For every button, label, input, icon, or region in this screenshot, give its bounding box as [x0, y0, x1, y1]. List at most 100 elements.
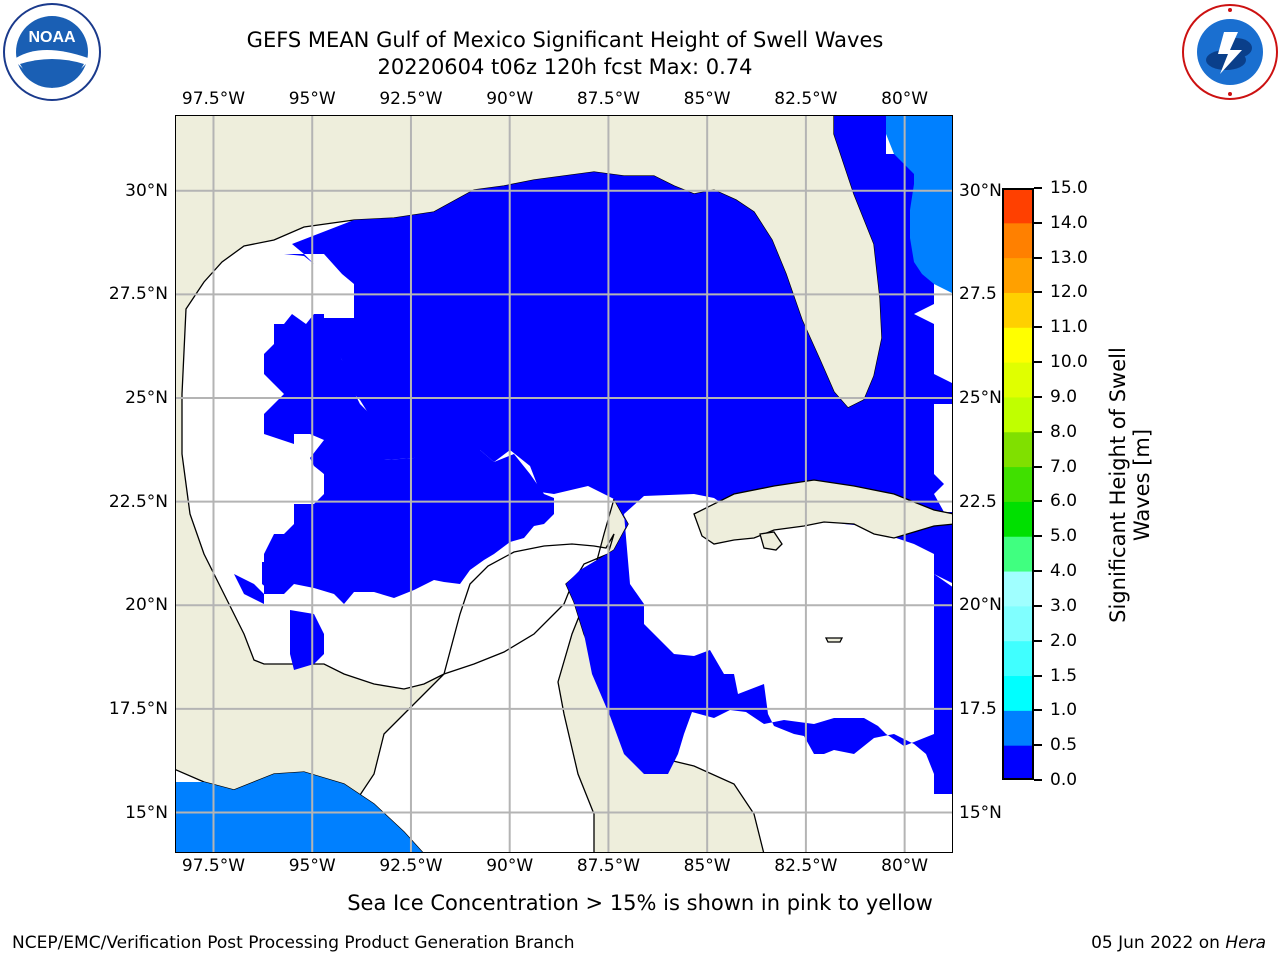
colorbar-bin: [1002, 431, 1034, 468]
colorbar-tick: [1034, 674, 1042, 677]
lon-tick-label-bottom: 82.5°W: [774, 856, 838, 876]
colorbar-tick-label: 14.0: [1050, 212, 1088, 233]
colorbar-tick: [1034, 639, 1042, 642]
colorbar-tick: [1034, 326, 1042, 329]
chart-subtitle: 20220604 t06z 120h fcst Max: 0.74: [377, 55, 753, 79]
lat-tick-label-right: 15°N: [959, 802, 1002, 823]
colorbar-bin: [1002, 605, 1034, 642]
lon-tick-label-top: 87.5°W: [576, 89, 641, 109]
colorbar-bin: [1002, 640, 1034, 677]
lat-tick-label-left: 20°N: [125, 595, 168, 616]
lon-tick-label-top: 92.5°W: [379, 89, 443, 109]
lon-tick-label-bottom: 80°W: [881, 856, 929, 876]
colorbar-tick-label: 5.0: [1050, 526, 1078, 547]
colorbar-bin: [1002, 710, 1034, 746]
colorbar-tick-label: 8.0: [1050, 421, 1078, 442]
colorbar-bin: [1002, 396, 1034, 433]
sea-ice-note: Sea Ice Concentration > 15% is shown in …: [347, 891, 933, 915]
lon-tick-label-top: 97.5°W: [181, 89, 246, 109]
lon-tick-label-bottom: 90°W: [486, 856, 534, 876]
lat-tick-label-right: 30°N: [959, 180, 1002, 201]
footer-branch: NCEP/EMC/Verification Post Processing Pr…: [12, 933, 575, 953]
colorbar-tick-label: 12.0: [1050, 282, 1088, 303]
colorbar-tick: [1034, 500, 1042, 503]
map-panel: [174, 114, 954, 854]
lat-tick-label-left: 22.5°N: [108, 491, 168, 512]
lon-tick-label-top: 85°W: [683, 89, 731, 109]
lon-tick-label-top: 80°W: [881, 89, 929, 109]
colorbar-bin: [1002, 292, 1034, 328]
colorbar-tick: [1034, 570, 1042, 573]
colorbar-tick: [1034, 779, 1042, 781]
colorbar-tick: [1034, 430, 1042, 433]
lon-tick-label-bottom: 92.5°W: [379, 856, 443, 876]
lat-tick-label-left: 30°N: [125, 180, 168, 201]
colorbar-bin: [1002, 536, 1034, 572]
colorbar-tick-label: 15.0: [1050, 178, 1088, 198]
colorbar-tick-label: 3.0: [1050, 595, 1078, 616]
colorbar-tick-label: 0.5: [1050, 735, 1078, 756]
colorbar-tick: [1034, 361, 1042, 364]
islands: [693, 479, 953, 643]
colorbar-title-line1: Significant Height of Swell: [1106, 347, 1130, 623]
footer-date-text: 05 Jun 2022 on: [1091, 933, 1226, 953]
colorbar-tick-label: 4.0: [1050, 561, 1078, 582]
lat-tick-label-left: 25°N: [125, 387, 168, 408]
lat-tick-label-right: 27.5: [959, 284, 997, 305]
colorbar: [1002, 188, 1034, 780]
lon-tick-label-top: 95°W: [288, 89, 336, 109]
colorbar-tick-label: 13.0: [1050, 247, 1088, 268]
swell-field-0-0.5m: [214, 115, 953, 794]
colorbar-tick: [1034, 535, 1042, 538]
svg-text:NOAA: NOAA: [28, 29, 76, 46]
lat-tick-label-right: 17.5: [959, 698, 997, 719]
colorbar-tick: [1034, 465, 1042, 468]
colorbar-tick-label: 11.0: [1050, 317, 1088, 338]
colorbar-title: Significant Height of Swell Waves [m]: [1106, 315, 1154, 655]
lon-tick-label-bottom: 97.5°W: [181, 856, 246, 876]
lon-tick-label-bottom: 87.5°W: [576, 856, 641, 876]
colorbar-bin: [1002, 222, 1034, 259]
chart-title: GEFS MEAN Gulf of Mexico Significant Hei…: [246, 28, 884, 52]
colorbar-tick: [1034, 709, 1042, 712]
colorbar-bin: [1002, 327, 1034, 363]
colorbar-tick-label: 1.0: [1050, 700, 1078, 721]
colorbar-tick: [1034, 395, 1042, 398]
colorbar-bin: [1002, 745, 1034, 780]
colorbar-tick-label: 6.0: [1050, 491, 1078, 512]
colorbar-bin: [1002, 675, 1034, 711]
colorbar-bin: [1002, 188, 1034, 224]
colorbar-bin: [1002, 257, 1034, 293]
lat-tick-label-left: 15°N: [125, 802, 168, 823]
colorbar-tick: [1034, 744, 1042, 747]
colorbar-tick: [1034, 256, 1042, 259]
noaa-logo: NOAA: [2, 2, 102, 102]
footer-date: 05 Jun 2022 on Hera: [1091, 933, 1266, 953]
lat-tick-label-left: 27.5°N: [108, 284, 168, 305]
lat-tick-label-right: 22.5: [959, 491, 997, 512]
colorbar-tick: [1034, 291, 1042, 294]
colorbar-tick: [1034, 604, 1042, 607]
colorbar-frame: [1002, 188, 1034, 780]
colorbar-bin: [1002, 501, 1034, 537]
colorbar-bin: [1002, 466, 1034, 502]
colorbar-tick-label: 0.0: [1050, 770, 1078, 790]
colorbar-bin: [1002, 571, 1034, 607]
colorbar-tick: [1034, 221, 1042, 224]
lat-tick-label-right: 25°N: [959, 387, 1002, 408]
colorbar-tick-label: 9.0: [1050, 386, 1078, 407]
lat-tick-label-right: 20°N: [959, 595, 1002, 616]
nws-logo: [1180, 2, 1280, 102]
colorbar-bin: [1002, 362, 1034, 398]
lon-tick-label-top: 90°W: [486, 89, 534, 109]
lon-tick-label-bottom: 95°W: [288, 856, 336, 876]
map-graticule: [175, 115, 953, 853]
lon-tick-label-bottom: 85°W: [683, 856, 731, 876]
colorbar-tick-label: 1.5: [1050, 665, 1078, 686]
footer-machine: Hera: [1225, 933, 1266, 953]
lon-tick-label-top: 82.5°W: [774, 89, 838, 109]
colorbar-tick: [1034, 187, 1042, 189]
colorbar-tick-label: 2.0: [1050, 630, 1078, 651]
colorbar-title-line2: Waves [m]: [1130, 428, 1154, 542]
colorbar-tick-label: 7.0: [1050, 456, 1078, 477]
